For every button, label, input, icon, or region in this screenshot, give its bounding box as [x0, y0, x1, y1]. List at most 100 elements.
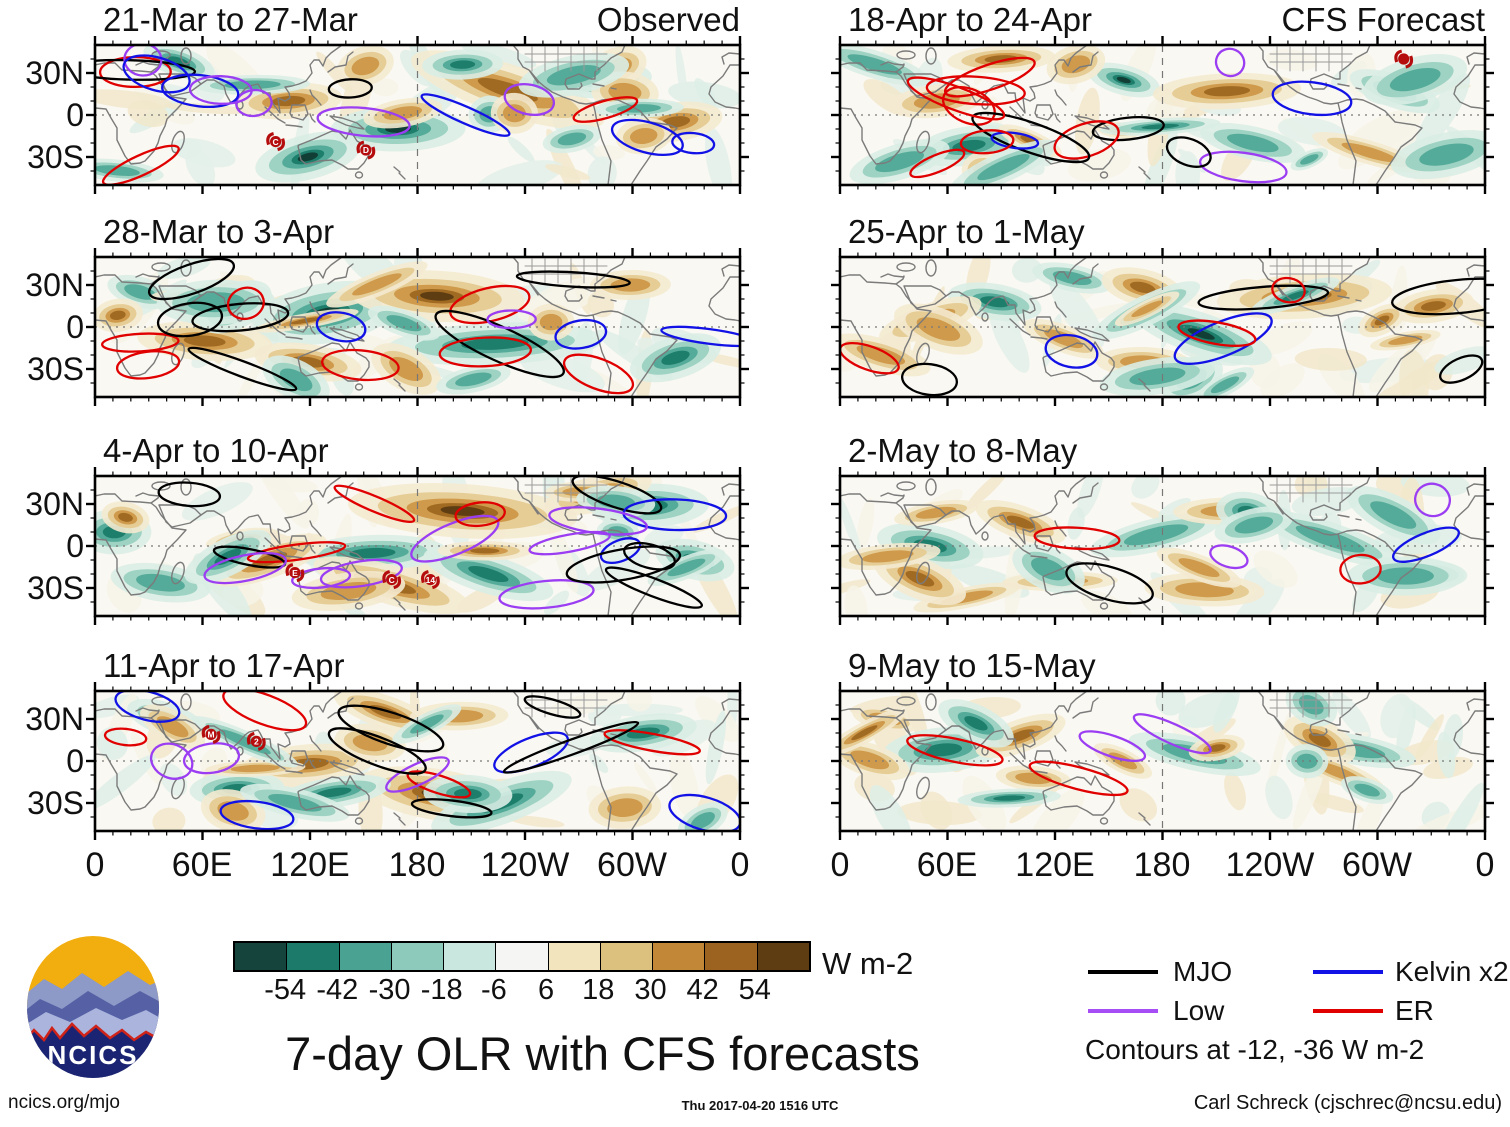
y-axis-label: 30N	[25, 701, 84, 737]
y-axis-label: 0	[66, 528, 84, 564]
y-axis-label: 30S	[27, 139, 84, 175]
y-axis-label: 30S	[27, 351, 84, 387]
footer-url: ncics.org/mjo	[8, 1092, 120, 1113]
panel-title: 4-Apr to 10-Apr	[103, 432, 329, 469]
panel-title: 18-Apr to 24-Apr	[848, 1, 1092, 38]
colorbar-segment	[235, 943, 287, 970]
x-axis-label: 0	[830, 846, 850, 884]
x-axis-label: 120E	[270, 846, 350, 884]
colorbar-tick-label: 18	[582, 974, 615, 1006]
colorbar	[233, 941, 811, 972]
legend-label-mjo: MJO	[1173, 956, 1233, 987]
map-panel-forecast-week1: 18-Apr to 24-Apr CFS Forecast	[831, 1, 1494, 194]
storm-icon: M	[201, 724, 221, 744]
panel-title: 2-May to 8-May	[848, 432, 1078, 469]
x-axis-label: 180	[1133, 846, 1191, 884]
storm-icon: D	[356, 140, 376, 160]
legend-label-er: ER	[1395, 995, 1434, 1026]
x-axis-label: 0	[1475, 846, 1495, 884]
colorbar-tick-label: 42	[686, 974, 719, 1006]
map-panel-observed-week3: 4-Apr to 10-Apr E C 14	[86, 432, 749, 625]
colorbar-segment	[547, 943, 600, 970]
colorbar-tick-label: 54	[738, 974, 771, 1006]
colorbar-segment	[704, 943, 757, 970]
legend-label-kelvin: Kelvin x2	[1395, 956, 1509, 987]
legend-line-mjo	[1088, 970, 1158, 974]
y-axis-label: 0	[66, 309, 84, 345]
svg-text:M: M	[208, 730, 215, 740]
colorbar-tick-label: 6	[538, 974, 555, 1006]
y-axis-label: 0	[66, 97, 84, 133]
x-axis-label: 120E	[1015, 846, 1095, 884]
storm-icon: C	[382, 570, 402, 590]
map-canvas: CD	[86, 36, 749, 194]
colorbar-segment	[756, 943, 809, 970]
colorbar-tick-label: -54	[264, 974, 307, 1006]
colorbar-tick-label: -42	[316, 974, 359, 1006]
colorbar-segment	[390, 943, 444, 970]
y-axis-label: 30S	[27, 570, 84, 606]
svg-text:E: E	[292, 568, 298, 578]
map-panel-forecast-week2: 25-Apr to 1-May	[831, 213, 1494, 406]
map-panel-observed-week2: 28-Mar to 3-Apr	[86, 213, 749, 406]
x-axis-label: 60W	[597, 846, 667, 884]
storm-icon: E	[285, 563, 305, 583]
legend-contour-note: Contours at -12, -36 W m-2	[1085, 1034, 1425, 1065]
panel-title: 28-Mar to 3-Apr	[103, 213, 335, 250]
colorbar-units-label: W m-2	[822, 946, 914, 981]
logo-text: NCICS	[48, 1040, 139, 1070]
x-axis-label: 120W	[1225, 846, 1315, 884]
panel-title: 21-Mar to 27-Mar	[103, 1, 358, 38]
x-axis-label: 0	[730, 846, 750, 884]
colorbar-segment	[443, 943, 496, 970]
footer-timestamp: Thu 2017-04-20 1516 UTC	[681, 1098, 839, 1113]
column-label-observed: Observed	[596, 1, 740, 38]
panel-title: 11-Apr to 17-Apr	[103, 647, 345, 684]
map-canvas	[831, 36, 1494, 194]
colorbar-tick-label: -18	[420, 974, 463, 1006]
colorbar-tick-label: 30	[634, 974, 667, 1006]
map-canvas	[86, 248, 749, 406]
map-panel-forecast-week3: 2-May to 8-May	[831, 432, 1494, 625]
map-panel-forecast-week4: 9-May to 15-May	[831, 647, 1494, 840]
legend-line-kelvin	[1313, 970, 1383, 974]
x-axis-label: 120W	[480, 846, 570, 884]
legend-line-er	[1313, 1009, 1383, 1013]
x-axis-label: 60E	[916, 846, 978, 884]
storm-icon: C	[266, 132, 286, 152]
colorbar-tick-labels: -54 -42 -30 -18 -6 6 18 30 42 54	[233, 974, 807, 1010]
colorbar-tick-label: -30	[368, 974, 411, 1006]
panel-title: 25-Apr to 1-May	[848, 213, 1085, 250]
map-canvas: E C 14	[86, 467, 749, 625]
colorbar-segment	[286, 943, 339, 970]
footer-credit: Carl Schreck (cjschrec@ncsu.edu)	[1193, 1092, 1502, 1114]
x-axis-label: 0	[85, 846, 105, 884]
legend-label-low: Low	[1173, 995, 1225, 1026]
svg-text:D: D	[363, 145, 369, 155]
x-axis-label: 60W	[1342, 846, 1412, 884]
storm-icon	[1394, 49, 1414, 69]
colorbar-segment	[599, 943, 653, 970]
colorbar-segment	[338, 943, 391, 970]
storm-icon: 2	[246, 731, 266, 751]
column-label-forecast: CFS Forecast	[1281, 1, 1485, 38]
y-axis-label: 30N	[25, 55, 84, 91]
x-axis-label: 180	[388, 846, 446, 884]
y-axis-label: 30S	[27, 785, 84, 821]
ncics-logo: NCICS	[27, 936, 159, 1078]
svg-text:14: 14	[426, 575, 436, 585]
y-axis-label: 30N	[25, 267, 84, 303]
panel-title: 9-May to 15-May	[848, 647, 1096, 684]
y-axis-label: 0	[66, 743, 84, 779]
colorbar-tick-label: -6	[481, 974, 507, 1006]
x-axis-label: 60E	[171, 846, 233, 884]
colorbar-segment	[652, 943, 705, 970]
svg-text:C: C	[389, 575, 395, 585]
legend-line-low	[1088, 1009, 1158, 1013]
svg-text:C: C	[273, 137, 279, 147]
map-canvas: M2	[86, 682, 749, 840]
figure-title: 7-day OLR with CFS forecasts	[285, 1027, 920, 1080]
svg-text:2: 2	[254, 737, 259, 747]
map-canvas	[831, 682, 1494, 840]
